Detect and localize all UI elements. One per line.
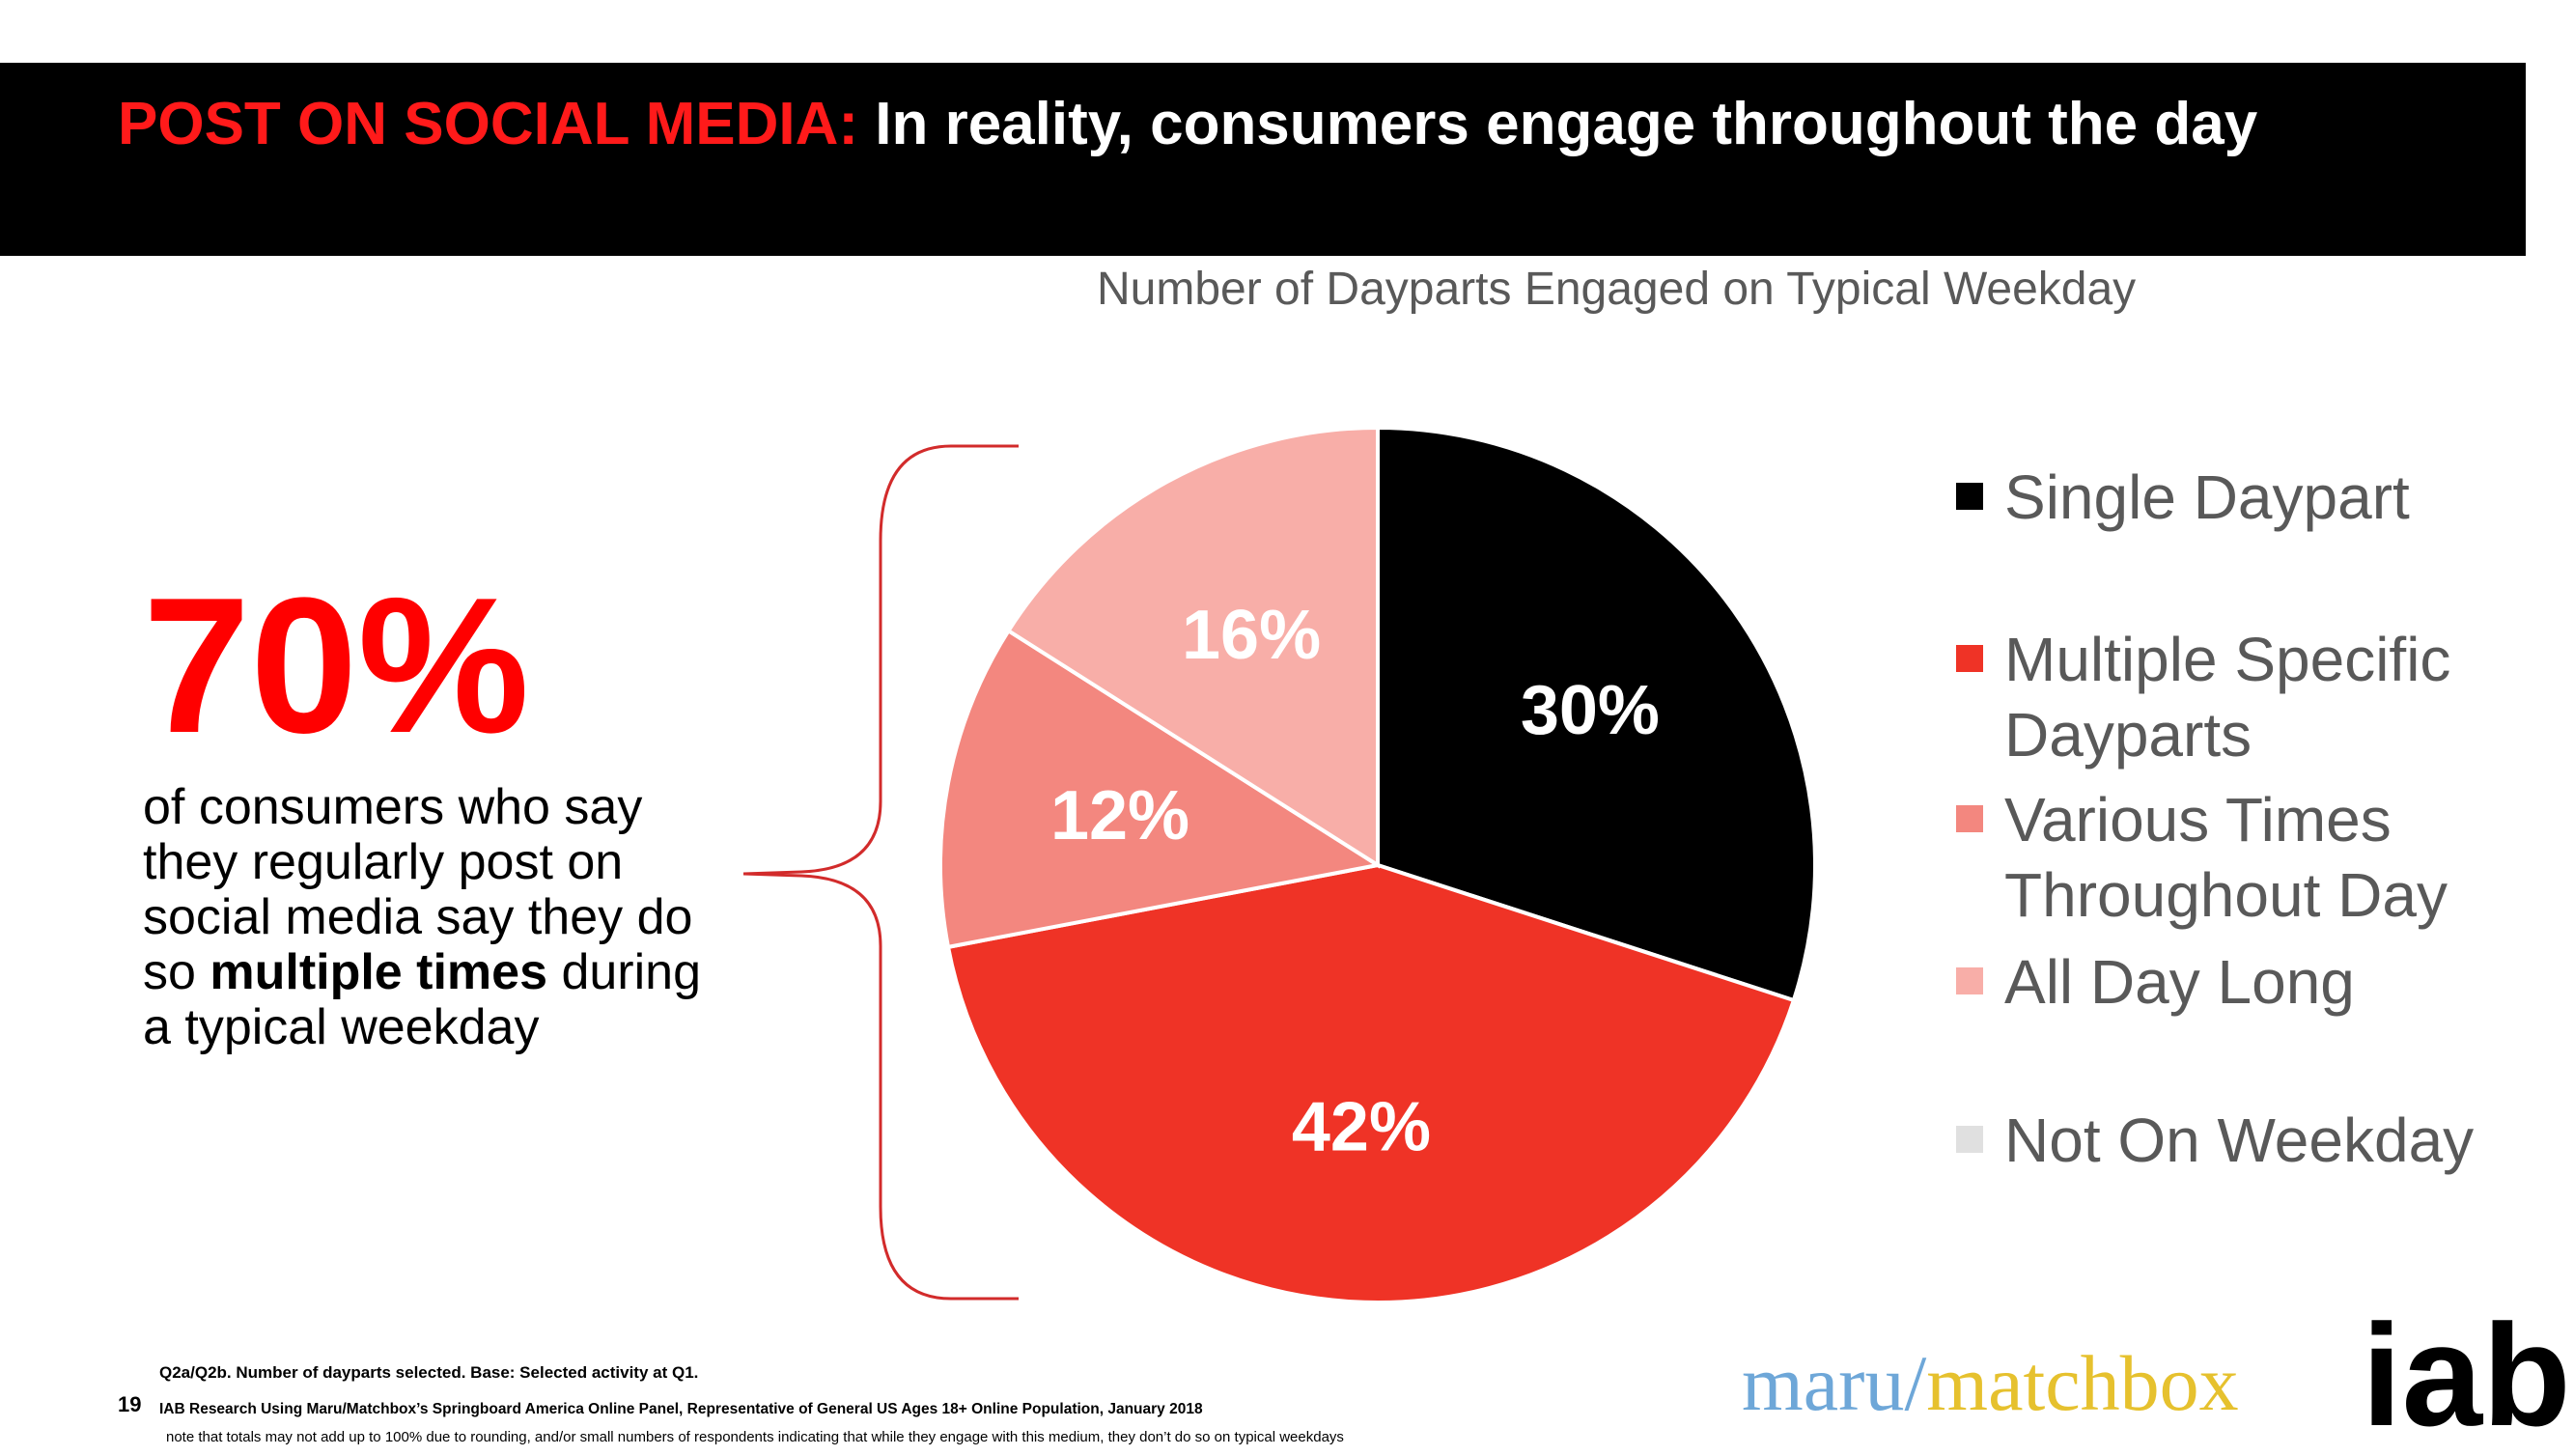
bracket-connector	[742, 444, 1019, 1301]
legend-swatch-all-day-long	[1956, 967, 1983, 994]
footnote-question: Q2a/Q2b. Number of dayparts selected. Ba…	[159, 1363, 699, 1382]
legend-swatch-multiple-specific-dayparts	[1956, 645, 1983, 672]
legend-label-not-on-weekday: Not On Weekday	[2004, 1106, 2475, 1175]
footnote-rounding: note that totals may not add up to 100% …	[166, 1429, 1344, 1445]
pie-slices	[937, 425, 1817, 1304]
iab-logo: iab.	[2362, 1302, 2574, 1447]
legend-item-multiple-specific-dayparts: Multiple Specific Dayparts	[1956, 622, 2555, 772]
legend-item-not-on-weekday: Not On Weekday	[1956, 1103, 2555, 1178]
logo-slash: /	[1904, 1339, 1927, 1427]
legend-label-multiple-specific-dayparts: Multiple Specific Dayparts	[2004, 625, 2451, 770]
logo-maru: maru	[1742, 1339, 1905, 1427]
pie-slice-single-daypart	[1376, 425, 1817, 1003]
legend-swatch-single-daypart	[1956, 483, 1983, 510]
stat-desc-part2: during a typical weekday	[143, 944, 702, 1055]
title-accent: POST ON SOCIAL MEDIA:	[118, 91, 859, 157]
logo-iab-dot: .	[2571, 1294, 2574, 1456]
legend-item-single-daypart: Single Daypart	[1956, 460, 2555, 535]
legend-label-various-times-throughout-day: Various Times Throughout Day	[2004, 785, 2448, 930]
stat-description: of consumers who say they regularly post…	[143, 780, 722, 1055]
pie-slice-all-day-long	[1005, 425, 1380, 869]
legend-item-various-times-throughout-day: Various Times Throughout Day	[1956, 782, 2555, 933]
legend-label-all-day-long: All Day Long	[2004, 947, 2355, 1017]
footnote-source: IAB Research Using Maru/Matchbox’s Sprin…	[159, 1401, 1203, 1417]
pie-slice-various-times-throughout-day	[937, 628, 1384, 950]
pie-label-multiple-specific-dayparts: 42%	[1292, 1088, 1431, 1165]
chart-title: Number of Dayparts Engaged on Typical We…	[1097, 264, 2137, 315]
logo-iab-text: iab	[2362, 1294, 2571, 1456]
page-title: POST ON SOCIAL MEDIA: In reality, consum…	[118, 91, 2435, 158]
pie-slice-multiple-specific-dayparts	[945, 862, 1797, 1304]
pie-label-single-daypart: 30%	[1521, 672, 1660, 749]
stat-desc-part1: of consumers who say they regularly post…	[143, 779, 693, 1000]
legend-swatch-not-on-weekday	[1956, 1126, 1983, 1153]
maru-matchbox-logo: maru/matchbox	[1742, 1340, 2239, 1427]
title-rest: In reality, consumers engage throughout …	[858, 91, 2258, 157]
header-bar	[0, 63, 2526, 256]
big-stat: 70%	[143, 558, 530, 773]
pie-label-all-day-long: 16%	[1182, 597, 1321, 674]
stat-desc-bold: multiple times	[210, 944, 548, 1000]
pie-label-various-times-throughout-day: 12%	[1050, 777, 1189, 854]
legend-item-all-day-long: All Day Long	[1956, 944, 2555, 1020]
logo-matchbox: matchbox	[1926, 1339, 2239, 1427]
page-number: 19	[118, 1392, 142, 1416]
pie-slice-labels: 30% 42% 12% 16%	[1050, 597, 1660, 1165]
legend-label-single-daypart: Single Daypart	[2004, 462, 2410, 532]
legend-swatch-various-times-throughout-day	[1956, 805, 1983, 832]
